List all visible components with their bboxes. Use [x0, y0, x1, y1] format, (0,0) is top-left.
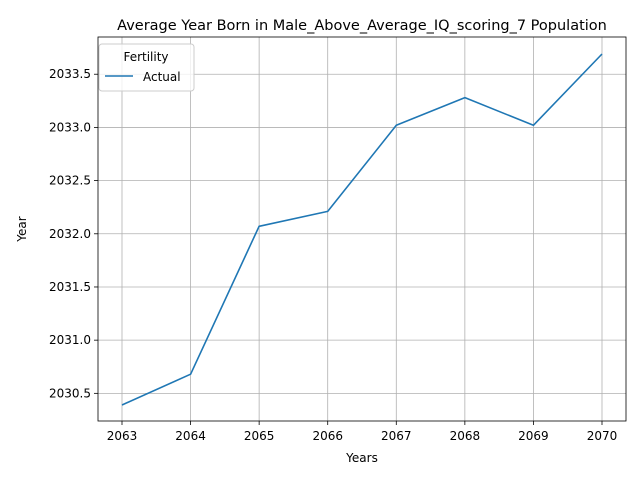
legend-box	[98, 43, 195, 92]
x-tick-label: 2067	[381, 429, 412, 443]
plot-area	[97, 36, 627, 422]
y-axis-label: Year	[15, 216, 29, 242]
y-tick-label: 2031.0	[49, 333, 91, 347]
y-tick-label: 2030.5	[49, 386, 91, 400]
x-tick-label: 2068	[450, 429, 481, 443]
x-axis-ticks: 2063 2064 2065 2066 2067 2068 2069 2070	[107, 421, 618, 443]
x-tick-label: 2066	[312, 429, 343, 443]
x-tick-label: 2070	[587, 429, 618, 443]
series-layer	[121, 53, 603, 406]
x-axis-label: Years	[345, 451, 378, 465]
x-tick-label: 2064	[175, 429, 206, 443]
y-tick-label: 2031.5	[49, 280, 91, 294]
x-tick-label: 2065	[244, 429, 275, 443]
x-tick-label: 2069	[518, 429, 549, 443]
legend-label-actual: Actual	[143, 70, 181, 84]
y-tick-label: 2033.0	[49, 120, 91, 134]
grid-lines	[98, 37, 626, 421]
series-line-actual	[121, 53, 603, 406]
y-axis-ticks: 2030.5 2031.0 2031.5 2032.0 2032.5 2033.0 2033…	[49, 67, 98, 400]
legend-title: Fertility	[123, 50, 168, 64]
chart-title: Average Year Born in Male_Above_Average_…	[117, 18, 607, 34]
x-tick-label: 2063	[107, 429, 138, 443]
y-tick-label: 2032.5	[49, 174, 91, 188]
y-tick-label: 2032.0	[49, 227, 91, 241]
y-tick-label: 2033.5	[49, 67, 91, 81]
legend: Fertility Actual	[98, 43, 195, 92]
